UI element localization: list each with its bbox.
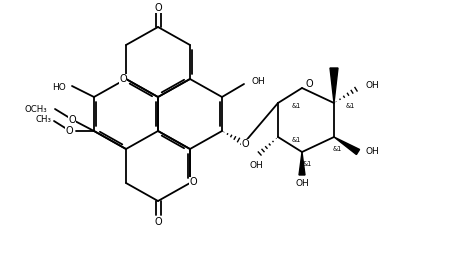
- Text: &1: &1: [291, 137, 301, 143]
- Text: O: O: [154, 3, 162, 13]
- Polygon shape: [330, 68, 338, 103]
- Text: &1: &1: [291, 103, 301, 109]
- Text: OCH₃: OCH₃: [24, 105, 47, 115]
- Text: O: O: [306, 79, 313, 89]
- Text: OH: OH: [295, 179, 309, 189]
- Text: &1: &1: [302, 161, 312, 167]
- Text: OH: OH: [249, 160, 263, 169]
- Text: OH: OH: [366, 147, 380, 156]
- Polygon shape: [299, 152, 305, 175]
- Text: CH₃: CH₃: [35, 115, 51, 124]
- Text: HO: HO: [52, 83, 66, 92]
- Text: O: O: [154, 217, 162, 227]
- Text: O: O: [119, 74, 127, 84]
- Text: O: O: [65, 126, 73, 136]
- Text: O: O: [189, 177, 197, 187]
- Text: O: O: [241, 139, 249, 149]
- Polygon shape: [334, 137, 360, 154]
- Text: &1: &1: [345, 103, 355, 109]
- Text: &1: &1: [332, 146, 342, 152]
- Text: OH: OH: [252, 78, 266, 86]
- Text: OH: OH: [366, 82, 380, 91]
- Text: O: O: [68, 115, 76, 125]
